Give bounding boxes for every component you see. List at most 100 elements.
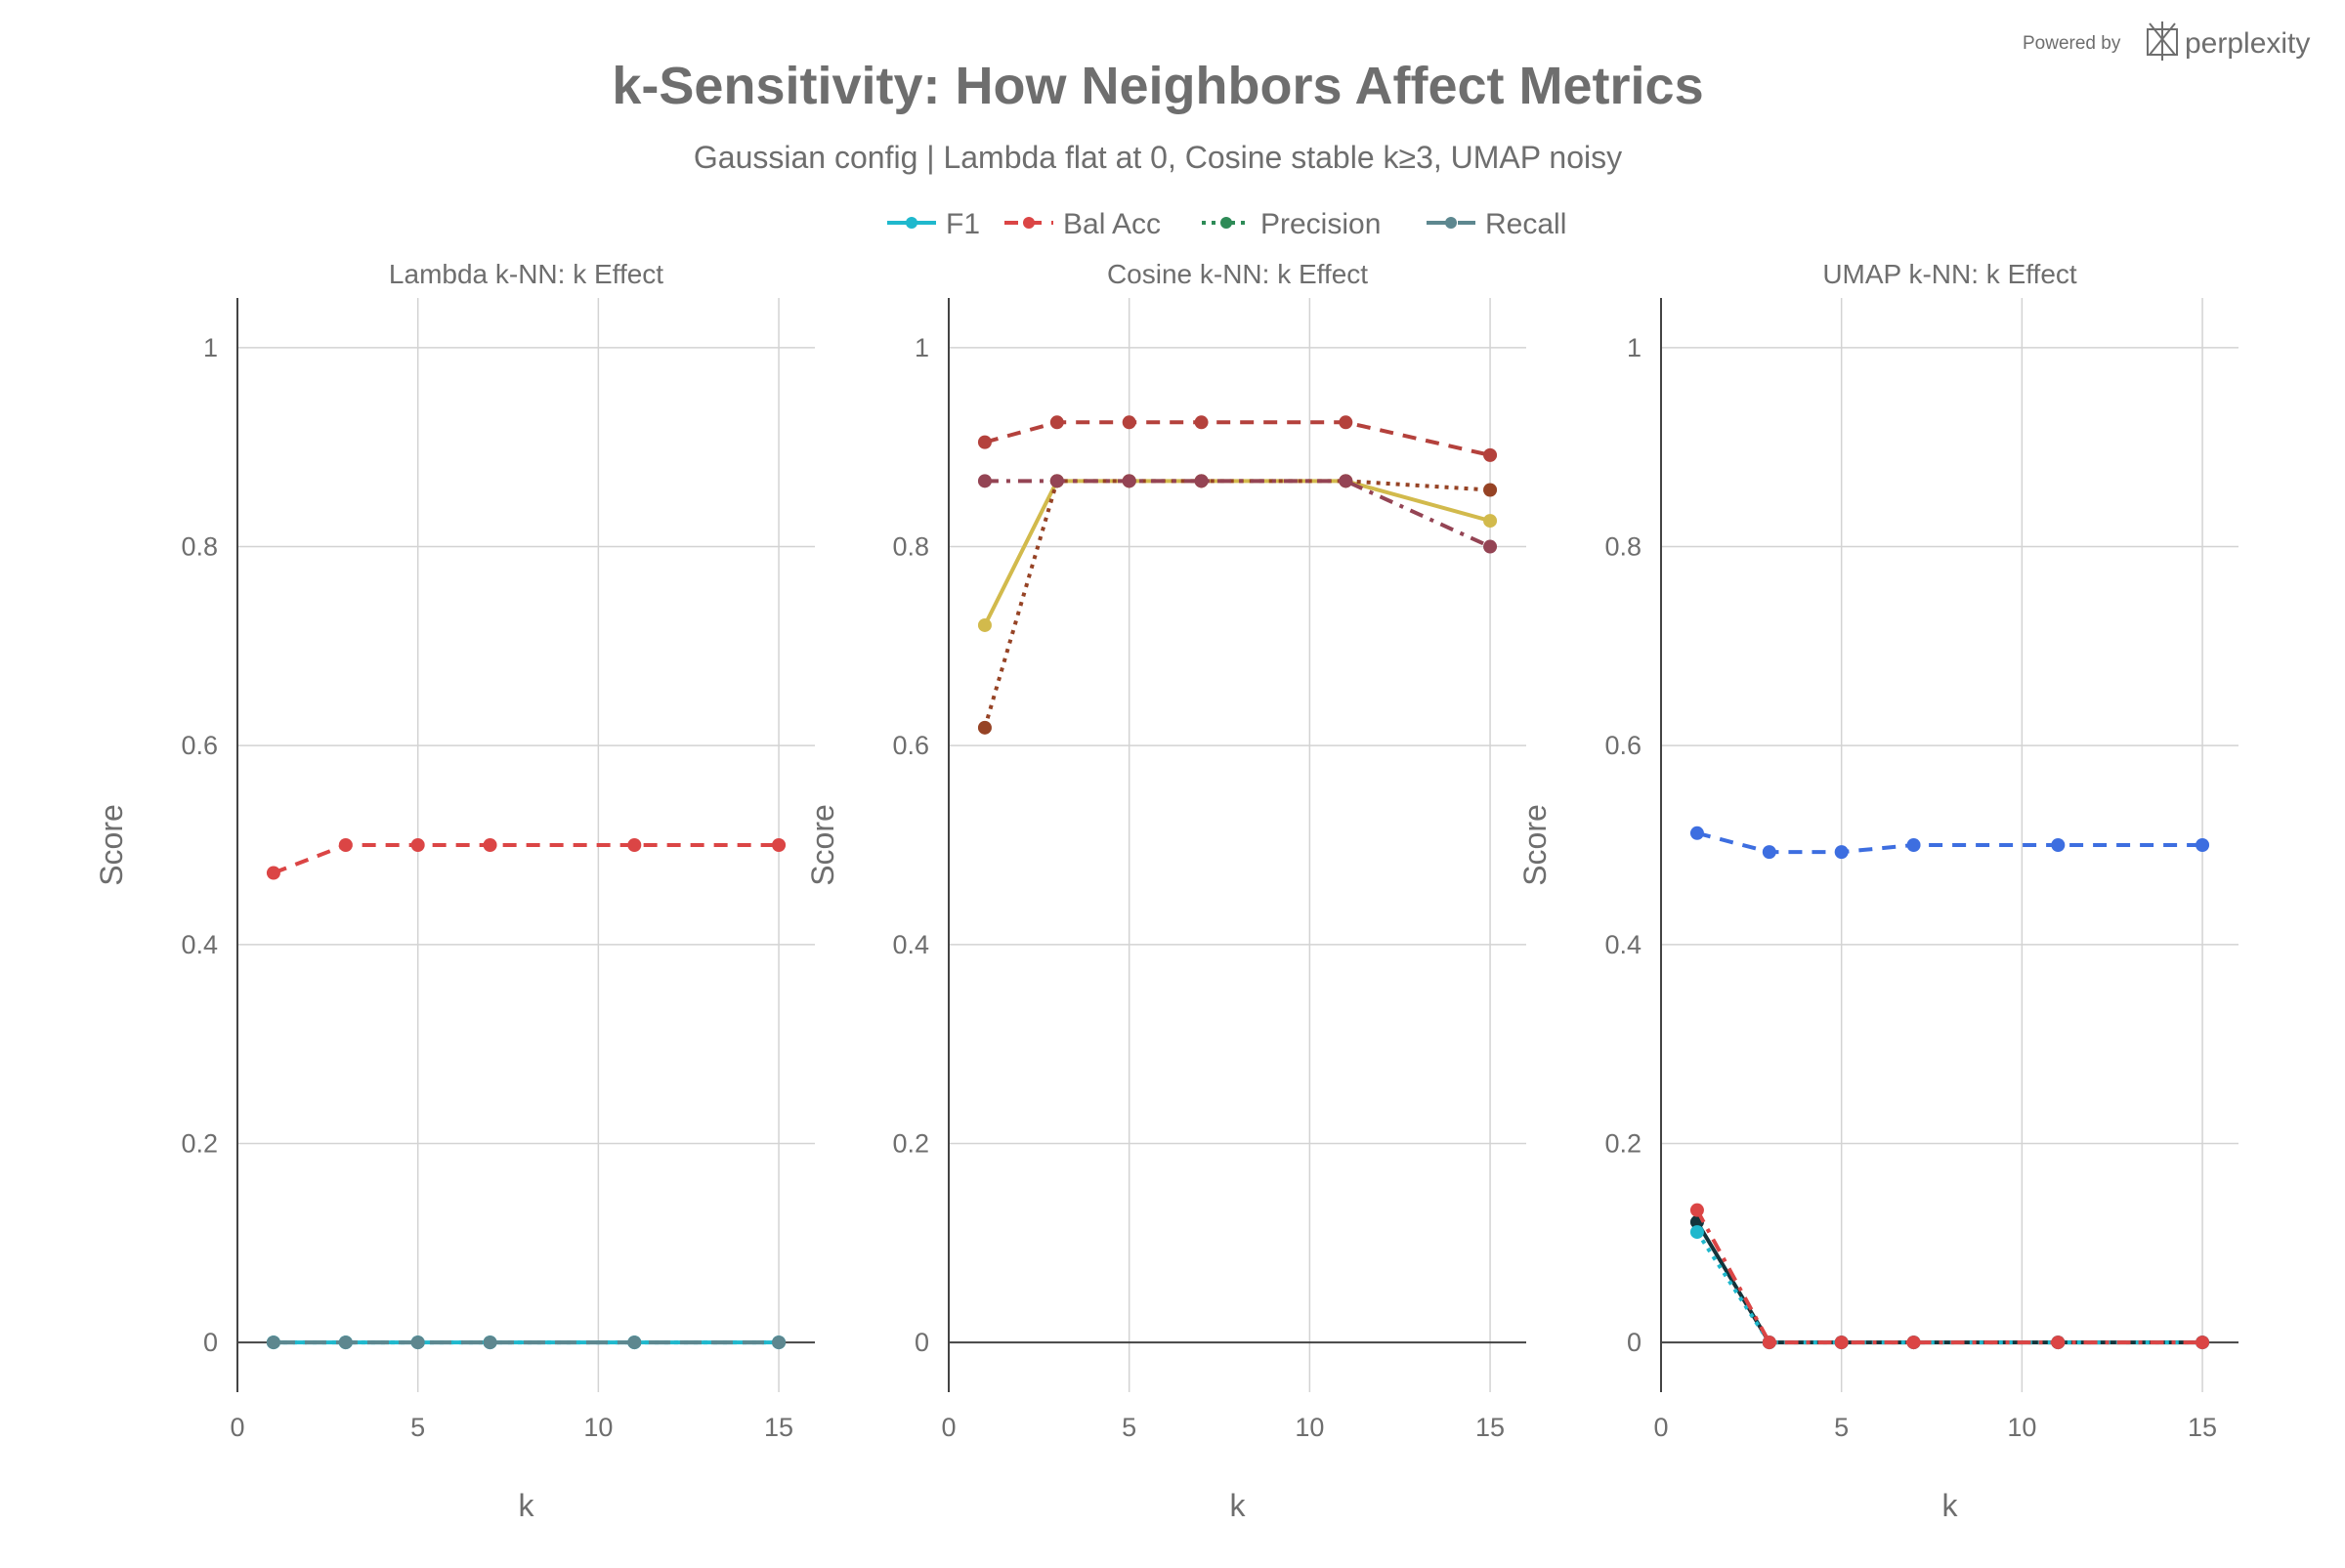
- y-tick-label: 1: [203, 333, 218, 362]
- series-bal-acc: [977, 415, 1498, 462]
- y-axis-label: Score: [1517, 804, 1553, 886]
- x-tick-label: 0: [230, 1413, 244, 1442]
- data-point: [483, 1335, 497, 1350]
- data-point: [1483, 514, 1498, 529]
- x-tick-label: 10: [2007, 1413, 2036, 1442]
- data-point: [1689, 826, 1704, 840]
- x-tick-label: 5: [410, 1413, 425, 1442]
- y-tick-label: 1: [915, 333, 929, 362]
- watermark-brand: perplexity: [2185, 27, 2310, 60]
- y-tick-label: 0.8: [1604, 532, 1642, 562]
- watermark: Powered by perplexity: [2023, 21, 2310, 61]
- data-point: [627, 838, 642, 852]
- series-recall: [266, 1335, 787, 1350]
- x-tick-label: 5: [1834, 1413, 1849, 1442]
- subplot-2: Cosine k-NN: k Effect 0 5 10 15 0 0.2 0.4 0.6 0.8…: [805, 259, 1526, 1523]
- data-point: [1906, 838, 1921, 852]
- data-point: [410, 838, 425, 852]
- y-tick-label: 0.6: [181, 731, 218, 760]
- y-tick-label: 0.8: [181, 532, 218, 562]
- series-bal-acc: [266, 838, 787, 880]
- subplot-3: UMAP k-NN: k Effect 0 5 10 15 0 0.2 0.4 0.6 0.8 1 k…: [1517, 259, 2238, 1523]
- data-point: [1122, 474, 1136, 488]
- data-point: [1194, 415, 1209, 430]
- data-point: [2196, 1335, 2210, 1350]
- x-tick-label: 0: [1653, 1413, 1668, 1442]
- data-point: [2196, 838, 2210, 852]
- y-tick-label: 0: [915, 1328, 929, 1357]
- x-tick-label: 15: [2188, 1413, 2217, 1442]
- legend-item-recall: Recall: [1427, 208, 1566, 240]
- legend-marker: [1220, 217, 1232, 229]
- subplot-1: Lambda k-NN: k Effect 0 5 10 15 0 0.2 0.4 0.6 0.8…: [94, 259, 815, 1523]
- x-axis-label: k: [1942, 1488, 1959, 1523]
- data-point: [977, 720, 992, 735]
- series-f1: [977, 474, 1498, 632]
- chart-subtitle: Gaussian config | Lambda flat at 0, Cosi…: [694, 140, 1622, 175]
- series-line: [984, 479, 1491, 549]
- series-f1: [1689, 1214, 2210, 1350]
- y-tick-label: 1: [1627, 333, 1642, 362]
- series-line: [1695, 1208, 2203, 1345]
- data-point: [1689, 1203, 1704, 1217]
- data-point: [2051, 838, 2066, 852]
- subplot-title: Lambda k-NN: k Effect: [389, 259, 663, 289]
- data-point: [1834, 1335, 1849, 1350]
- data-point: [1689, 1225, 1704, 1240]
- data-point: [1483, 483, 1498, 497]
- x-tick-label: 15: [764, 1413, 793, 1442]
- data-point: [772, 838, 787, 852]
- data-point: [483, 838, 497, 852]
- x-axis-label: k: [519, 1488, 535, 1523]
- legend-marker: [1445, 217, 1457, 229]
- data-point: [1762, 1335, 1776, 1350]
- data-point: [1483, 447, 1498, 462]
- data-point: [772, 1335, 787, 1350]
- y-tick-label: 0.6: [892, 731, 929, 760]
- data-point: [977, 435, 992, 449]
- watermark-text: Powered by: [2023, 33, 2121, 54]
- data-point: [266, 1335, 280, 1350]
- x-axis-label: k: [1230, 1488, 1247, 1523]
- perplexity-logo-icon: [2147, 21, 2178, 61]
- x-tick-label: 10: [583, 1413, 613, 1442]
- data-point: [1339, 474, 1353, 488]
- legend-item-bal-acc: Bal Acc: [1004, 208, 1161, 240]
- legend-label: Recall: [1485, 208, 1566, 240]
- legend-marker: [1023, 217, 1035, 229]
- data-point: [410, 1335, 425, 1350]
- y-tick-label: 0.2: [181, 1128, 218, 1158]
- y-axis-label: Score: [94, 804, 129, 886]
- y-tick-label: 0: [1627, 1328, 1642, 1357]
- series-line: [983, 479, 1491, 729]
- legend: F1 Bal Acc Precision Recall: [887, 208, 1566, 240]
- data-point: [1049, 474, 1064, 488]
- data-point: [2051, 1335, 2066, 1350]
- series-recall: [1689, 1203, 2210, 1350]
- y-tick-label: 0: [203, 1328, 218, 1357]
- subplot-title: Cosine k-NN: k Effect: [1107, 259, 1368, 289]
- data-point: [266, 866, 280, 880]
- data-point: [1906, 1335, 1921, 1350]
- y-tick-label: 0.4: [892, 930, 929, 959]
- series-line: [1695, 1230, 2203, 1345]
- data-point: [1194, 474, 1209, 488]
- y-tick-label: 0.8: [892, 532, 929, 562]
- data-point: [1834, 845, 1849, 860]
- legend-label: Bal Acc: [1063, 208, 1161, 240]
- y-axis-label: Score: [805, 804, 840, 886]
- legend-label: F1: [946, 208, 980, 240]
- series-line: [984, 420, 1491, 457]
- series-line: [983, 479, 1491, 626]
- y-tick-label: 0.2: [892, 1128, 929, 1158]
- series-precision: [1689, 1225, 2210, 1350]
- data-point: [977, 474, 992, 488]
- series-line: [1695, 1220, 2203, 1345]
- data-point: [1762, 845, 1776, 860]
- data-point: [1339, 415, 1353, 430]
- y-tick-label: 0.4: [181, 930, 218, 959]
- legend-item-f1: F1: [887, 208, 980, 240]
- legend-label: Precision: [1260, 208, 1381, 240]
- series-recall: [977, 474, 1498, 554]
